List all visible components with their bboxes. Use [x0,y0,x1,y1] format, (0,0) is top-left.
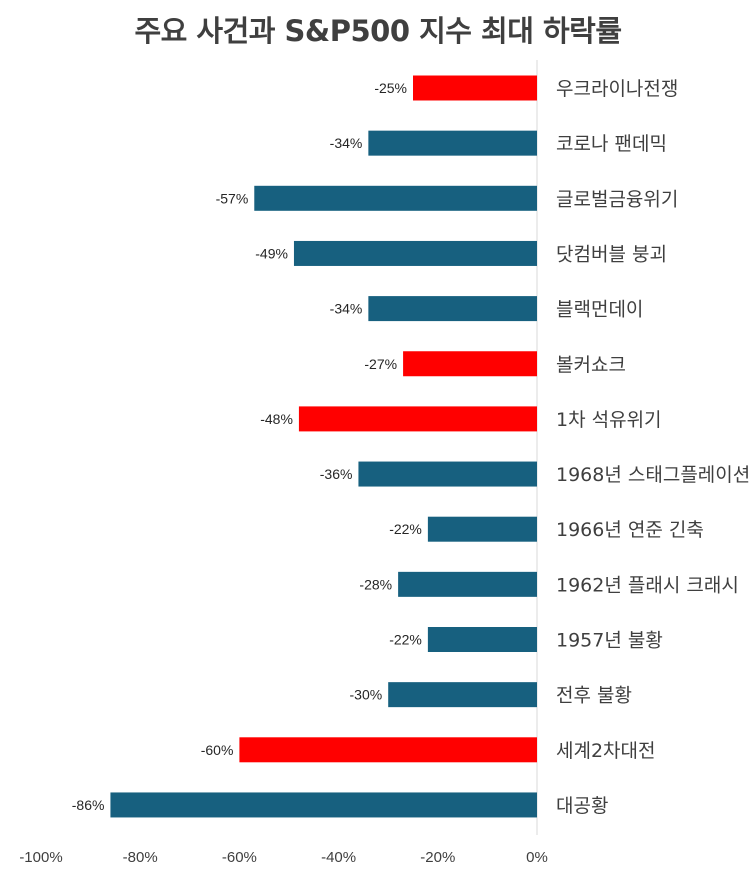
data-label: -27% [364,356,397,372]
data-label: -57% [216,190,249,206]
bar [239,737,537,763]
bar [398,571,537,597]
data-label: -34% [330,301,363,317]
category-label: 블랙먼데이 [556,299,643,321]
bar [368,296,537,322]
bar [427,627,537,652]
category-label: 우크라이나전쟁 [556,78,678,100]
x-tick-label: -60% [222,849,257,866]
category-label: 글로벌금융위기 [556,188,678,210]
x-tick-label: -100% [19,849,62,866]
bar [388,682,537,708]
data-label: -25% [374,80,407,96]
x-tick-label: -40% [321,849,356,866]
bar [358,461,537,487]
category-label: 1962년 플래시 크래시 [556,574,739,596]
data-label: -60% [201,742,234,758]
data-label: -49% [255,245,288,261]
bar [298,406,537,432]
category-label: 1차 석유위기 [556,409,662,431]
category-label: 닷컴버블 붕괴 [556,243,667,265]
bar [293,240,537,266]
category-label: 전후 불황 [556,685,632,707]
category-label: 세계2차대전 [556,740,656,762]
x-tick-label: 0% [526,849,548,866]
category-label: 1968년 스태그플레이션 [556,464,750,486]
category-label: 대공황 [556,795,608,817]
bar [368,130,537,156]
category-label: 1957년 불황 [556,630,663,652]
chart-title: 주요 사건과 S&P500 지수 최대 하락률 [134,14,622,48]
x-tick-label: -80% [123,849,158,866]
data-label: -48% [260,411,293,427]
category-label: 코로나 팬데믹 [556,133,667,155]
data-label: -30% [350,687,383,703]
bar [427,516,537,542]
bar [110,792,537,818]
data-label: -34% [330,135,363,151]
bar [413,75,537,101]
x-tick-label: -20% [420,849,455,866]
data-label: -28% [359,576,392,592]
bar [254,185,537,211]
data-label: -22% [389,521,422,537]
data-label: -86% [72,797,105,813]
category-label: 1966년 연준 긴축 [556,519,704,541]
data-label: -36% [320,466,353,482]
category-label: 볼커쇼크 [556,354,626,376]
data-label: -22% [389,632,422,648]
bar [403,351,537,377]
